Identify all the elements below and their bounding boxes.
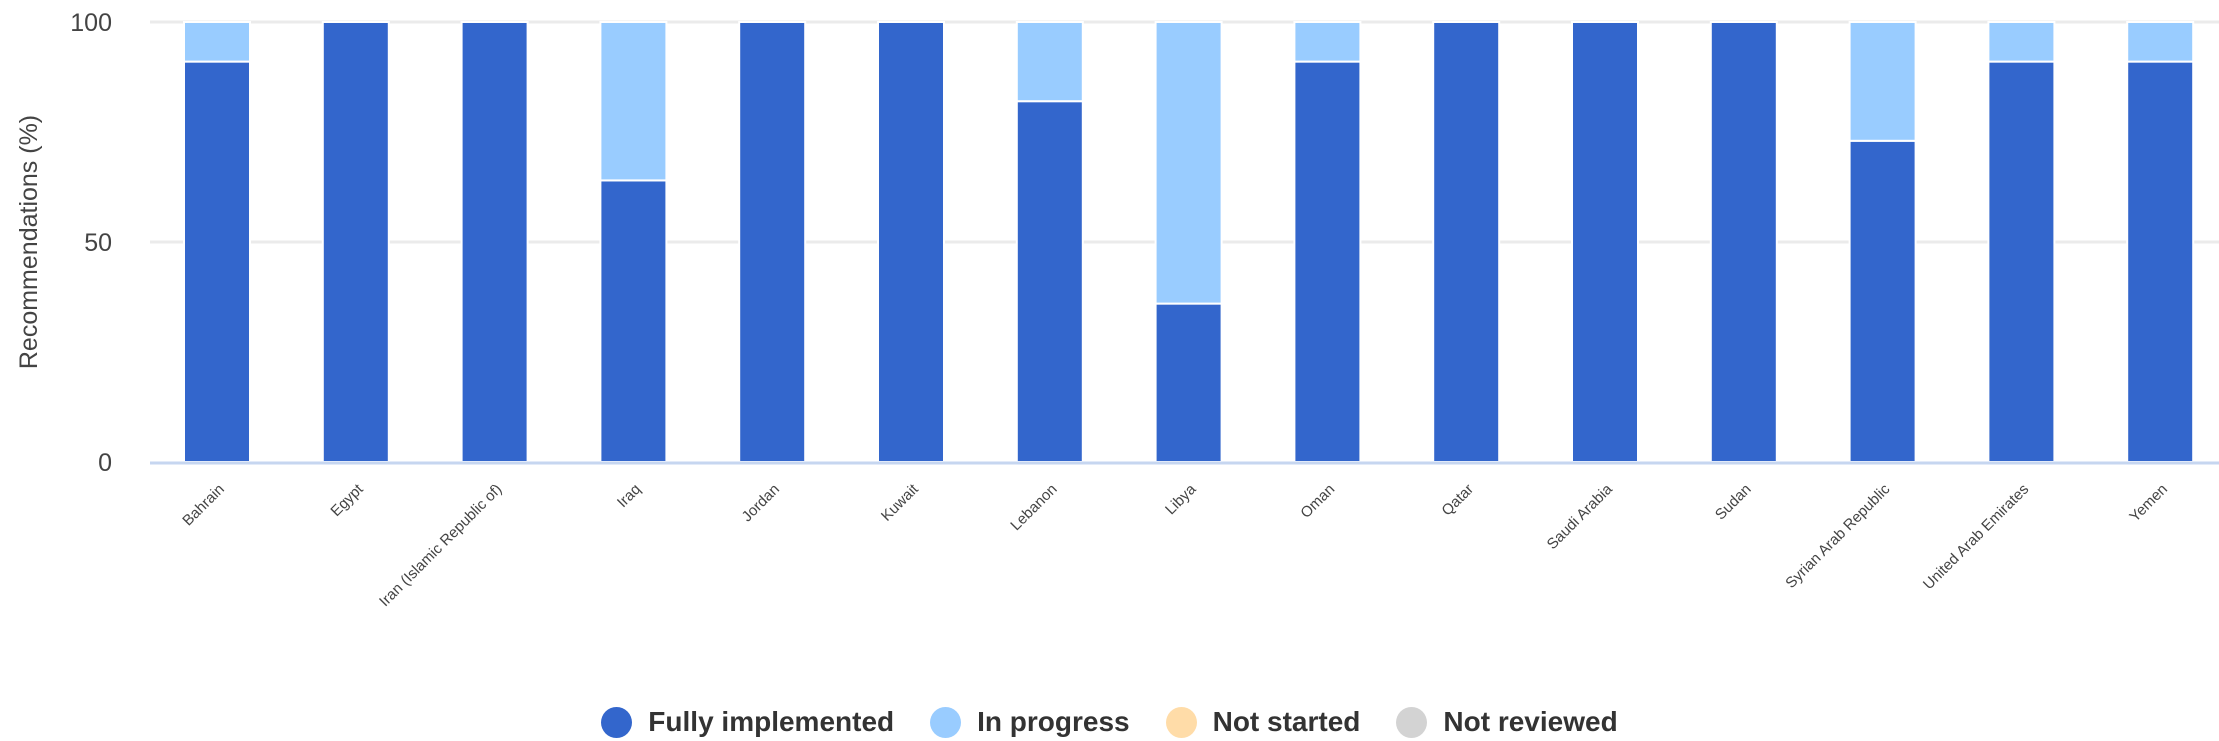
bar-segment[interactable] (1293, 60, 1362, 463)
legend-item-not-started[interactable]: Not started (1165, 706, 1361, 738)
bar-segment[interactable] (2126, 60, 2195, 463)
legend-dot-icon (1396, 706, 1428, 738)
x-tick-label: Lebanon (1007, 481, 1060, 534)
bar-segment[interactable] (1987, 60, 2056, 463)
bar-segment[interactable] (1154, 21, 1223, 305)
x-tick-label: Jordan (739, 481, 783, 525)
x-tick-label: Iraq (614, 481, 644, 511)
legend-item-not-reviewed[interactable]: Not reviewed (1396, 706, 1618, 738)
bar-segment[interactable] (1432, 21, 1501, 463)
x-tick-label: Libya (1162, 480, 1200, 518)
bar-segment[interactable] (877, 21, 945, 463)
y-axis-ticks: 0 50 100 (70, 9, 112, 477)
y-tick-label: 50 (84, 229, 112, 257)
bar-segment[interactable] (460, 21, 529, 463)
bar-segment[interactable] (1015, 100, 1084, 463)
bar-segment[interactable] (1848, 139, 1917, 464)
legend-label: Fully implemented (648, 706, 895, 737)
bar-segment[interactable] (2126, 21, 2195, 63)
y-tick-label: 0 (98, 449, 112, 477)
x-tick-label: Egypt (327, 480, 367, 520)
bar-segment[interactable] (599, 179, 668, 463)
legend-item-fully-implemented[interactable]: Fully implemented (601, 706, 894, 738)
x-axis-labels: Bahrain Egypt Iran (Islamic Republic of) Ir… (179, 480, 2171, 610)
bar-segment[interactable] (738, 21, 807, 463)
bar-segment[interactable] (1154, 302, 1223, 463)
x-tick-label: United Arab Emirates (1920, 481, 2032, 593)
bar-segment[interactable] (599, 21, 668, 182)
bar-segment[interactable] (1293, 21, 1362, 63)
x-tick-label: Bahrain (179, 481, 228, 530)
legend-label: Not started (1212, 706, 1361, 737)
x-tick-label: Qatar (1438, 481, 1477, 520)
bar-segment[interactable] (1987, 21, 2056, 63)
x-tick-label: Syrian Arab Republic (1782, 480, 1893, 591)
x-tick-label: Sudan (1712, 481, 1755, 524)
legend-label: Not reviewed (1443, 706, 1618, 737)
legend: Fully implemented In progress Not starte… (0, 700, 2219, 741)
bar-segment[interactable] (1015, 21, 1084, 103)
bar-segment[interactable] (1571, 21, 1639, 463)
x-tick-label: Saudi Arabia (1544, 480, 1617, 553)
legend-item-in-progress[interactable]: In progress (930, 706, 1130, 738)
bar-segment[interactable] (183, 60, 251, 463)
legend-dot-icon (930, 706, 962, 738)
legend-dot-icon (1165, 706, 1197, 738)
legend-dot-icon (601, 706, 633, 738)
bar-segment[interactable] (321, 21, 390, 463)
x-tick-label: Yemen (2126, 481, 2171, 526)
y-axis-title: Recommendations (%) (15, 115, 43, 369)
y-tick-label: 100 (70, 9, 112, 37)
bars (183, 21, 2195, 464)
legend-label: In progress (977, 706, 1130, 737)
bar-segment[interactable] (1848, 21, 1917, 142)
x-tick-label: Kuwait (878, 480, 922, 524)
x-tick-label: Oman (1297, 481, 1338, 522)
bar-segment[interactable] (183, 21, 251, 63)
x-tick-label: Iran (Islamic Republic of) (376, 481, 505, 610)
bar-segment[interactable] (1709, 21, 1778, 463)
